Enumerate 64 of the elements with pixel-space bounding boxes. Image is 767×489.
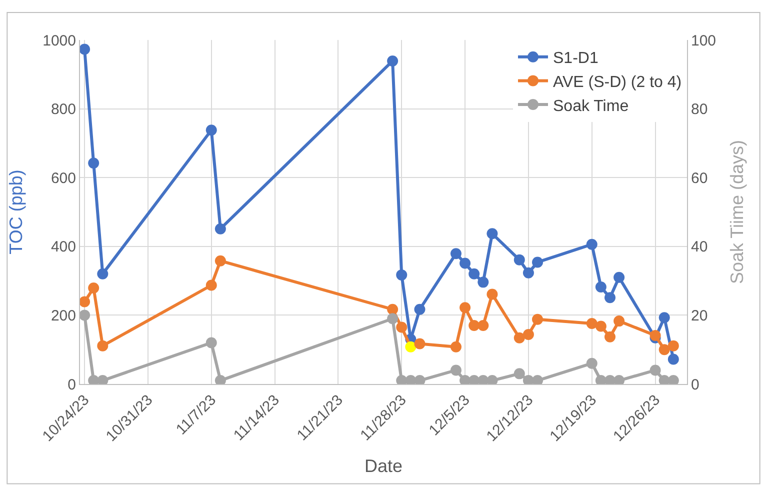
legend-label: S1-D1 bbox=[553, 50, 598, 68]
point bbox=[88, 158, 100, 169]
point bbox=[522, 328, 534, 340]
point bbox=[80, 296, 90, 308]
y2-tick-label: 0 bbox=[691, 376, 700, 394]
y-tick-label: 600 bbox=[50, 170, 76, 187]
point bbox=[668, 340, 679, 352]
point bbox=[460, 302, 471, 314]
point bbox=[450, 248, 462, 260]
point bbox=[468, 268, 480, 280]
point bbox=[214, 223, 226, 234]
point bbox=[514, 254, 525, 266]
point bbox=[514, 332, 525, 344]
point bbox=[486, 288, 498, 300]
point bbox=[460, 258, 471, 269]
y-tick-label: 0 bbox=[68, 376, 76, 394]
legend-label: AVE (S-D) (2 to 4) bbox=[553, 74, 682, 91]
point bbox=[522, 267, 534, 278]
point bbox=[532, 314, 544, 325]
point bbox=[595, 320, 606, 332]
y2-tick-label: 40 bbox=[691, 238, 708, 256]
y2-tick-label: 60 bbox=[691, 170, 708, 187]
point bbox=[414, 338, 426, 350]
point bbox=[88, 282, 100, 294]
point bbox=[486, 228, 498, 240]
point bbox=[586, 318, 598, 329]
y-tick-label: 400 bbox=[50, 238, 76, 256]
point bbox=[396, 269, 408, 280]
y2-axis-title: Soak Tiime (days) bbox=[727, 140, 748, 284]
point bbox=[387, 304, 398, 315]
point bbox=[614, 316, 625, 327]
point bbox=[604, 331, 616, 342]
point bbox=[450, 341, 462, 352]
y-axis-title: TOC (ppb) bbox=[6, 170, 26, 254]
y2-tick-label: 100 bbox=[691, 32, 716, 50]
point bbox=[396, 322, 408, 333]
point bbox=[586, 238, 598, 250]
point bbox=[658, 344, 670, 356]
point bbox=[668, 354, 679, 365]
point bbox=[478, 276, 489, 288]
point bbox=[414, 304, 426, 315]
y-tick-label: 800 bbox=[50, 101, 76, 118]
point bbox=[97, 340, 108, 352]
legend-label: Soak Time bbox=[553, 98, 629, 115]
point bbox=[604, 292, 616, 304]
point bbox=[387, 55, 398, 66]
point bbox=[614, 272, 625, 283]
point bbox=[650, 330, 661, 341]
point bbox=[532, 256, 544, 268]
point bbox=[206, 280, 217, 291]
y2-tick-label: 20 bbox=[691, 307, 708, 324]
point bbox=[468, 320, 480, 332]
y-tick-label: 1000 bbox=[42, 32, 76, 50]
point bbox=[80, 44, 90, 55]
point bbox=[405, 341, 416, 352]
y2-tick-label: 80 bbox=[691, 101, 708, 118]
point bbox=[595, 281, 606, 292]
point bbox=[658, 312, 670, 324]
y-tick-label: 200 bbox=[50, 307, 76, 324]
point bbox=[206, 124, 217, 136]
x-axis-title: Date bbox=[364, 456, 403, 476]
point bbox=[97, 268, 108, 280]
point bbox=[214, 255, 226, 266]
point bbox=[478, 320, 489, 332]
